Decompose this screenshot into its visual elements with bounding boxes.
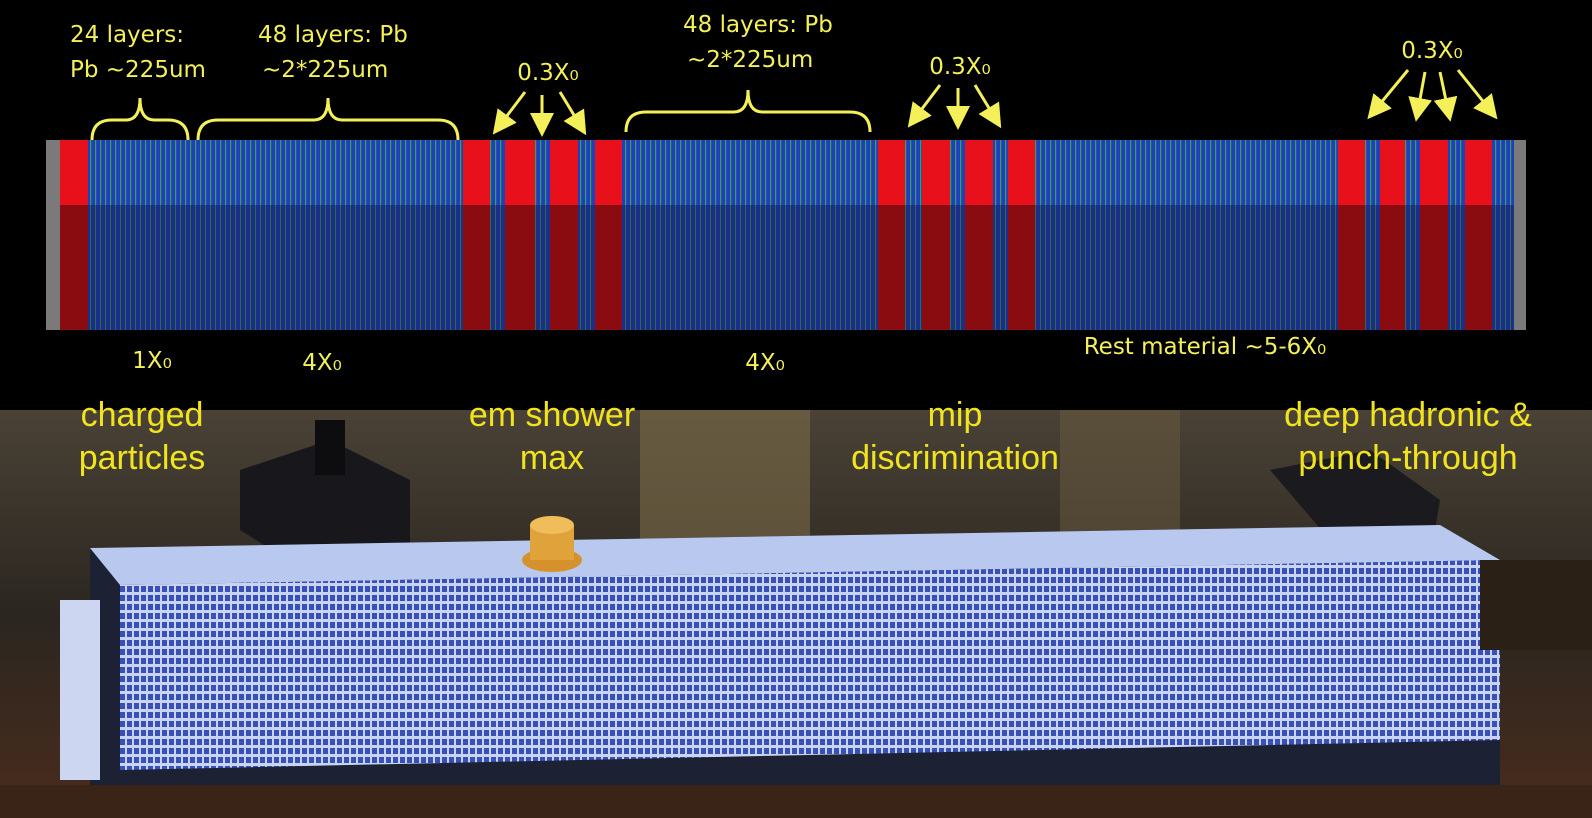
layer-label: 48 layers: Pb bbox=[683, 12, 833, 38]
absorber-block bbox=[878, 205, 905, 330]
layer-label: 24 layers: bbox=[70, 22, 184, 48]
photo bbox=[0, 410, 1592, 818]
absorber-block bbox=[595, 140, 622, 205]
role-label: mip bbox=[928, 396, 983, 434]
layer-label: Pb ~225um bbox=[70, 57, 206, 83]
absorber-block bbox=[1008, 140, 1035, 205]
role-label: deep hadronic & bbox=[1284, 396, 1532, 434]
absorber-block bbox=[1420, 205, 1448, 330]
shower-label: 0.3X₀ bbox=[929, 54, 991, 80]
absorber-block bbox=[550, 205, 578, 330]
layer-label: 48 layers: Pb bbox=[258, 22, 408, 48]
absorber-block bbox=[1420, 140, 1448, 205]
absorber-block bbox=[60, 140, 88, 205]
arrow bbox=[558, 91, 587, 136]
arrow bbox=[1367, 69, 1410, 120]
brace bbox=[624, 89, 872, 133]
thickness-label: 4X₀ bbox=[745, 350, 785, 376]
role-label: max bbox=[520, 439, 584, 477]
absorber-block bbox=[965, 205, 993, 330]
arrow bbox=[907, 84, 942, 128]
absorber-block bbox=[595, 205, 622, 330]
bar-bottom bbox=[48, 205, 1525, 330]
absorber-block bbox=[60, 205, 88, 330]
absorber-block bbox=[1338, 205, 1365, 330]
detector-bar bbox=[46, 140, 1526, 330]
absorber-block bbox=[1380, 140, 1405, 205]
role-label: punch-through bbox=[1298, 439, 1517, 477]
absorber-block bbox=[463, 140, 490, 205]
arrow bbox=[1408, 71, 1432, 122]
absorber-block bbox=[922, 140, 950, 205]
absorber-block bbox=[1465, 140, 1492, 205]
role-label: em shower bbox=[469, 396, 635, 434]
bar-cap bbox=[1514, 140, 1526, 330]
absorber-block bbox=[1465, 205, 1492, 330]
thickness-label: 4X₀ bbox=[302, 350, 342, 376]
bar-top bbox=[48, 140, 1525, 205]
arrow bbox=[1456, 69, 1498, 120]
absorber-block bbox=[550, 140, 578, 205]
thickness-label: 1X₀ bbox=[132, 348, 172, 374]
arrow bbox=[973, 84, 1002, 129]
shower-label: 0.3X₀ bbox=[517, 60, 579, 86]
shower-label: 0.3X₀ bbox=[1401, 38, 1463, 64]
role-label: charged bbox=[81, 396, 204, 434]
thickness-label: Rest material ~5-6X₀ bbox=[1084, 334, 1327, 360]
brace bbox=[196, 97, 460, 141]
layer-label: ~2*225um bbox=[262, 57, 388, 83]
role-label: particles bbox=[79, 439, 206, 477]
layer-label: ~2*225um bbox=[687, 47, 813, 73]
absorber-block bbox=[922, 205, 950, 330]
absorber-block bbox=[1338, 140, 1365, 205]
absorber-block bbox=[1380, 205, 1405, 330]
bar-cap bbox=[46, 140, 60, 330]
absorber-block bbox=[878, 140, 905, 205]
absorber-block bbox=[463, 205, 490, 330]
absorber-block bbox=[1008, 205, 1035, 330]
absorber-block bbox=[505, 140, 535, 205]
arrow bbox=[1433, 71, 1458, 122]
absorber-block bbox=[505, 205, 535, 330]
brace bbox=[90, 97, 190, 141]
arrow bbox=[492, 91, 527, 135]
absorber-block bbox=[965, 140, 993, 205]
role-label: discrimination bbox=[851, 439, 1059, 477]
